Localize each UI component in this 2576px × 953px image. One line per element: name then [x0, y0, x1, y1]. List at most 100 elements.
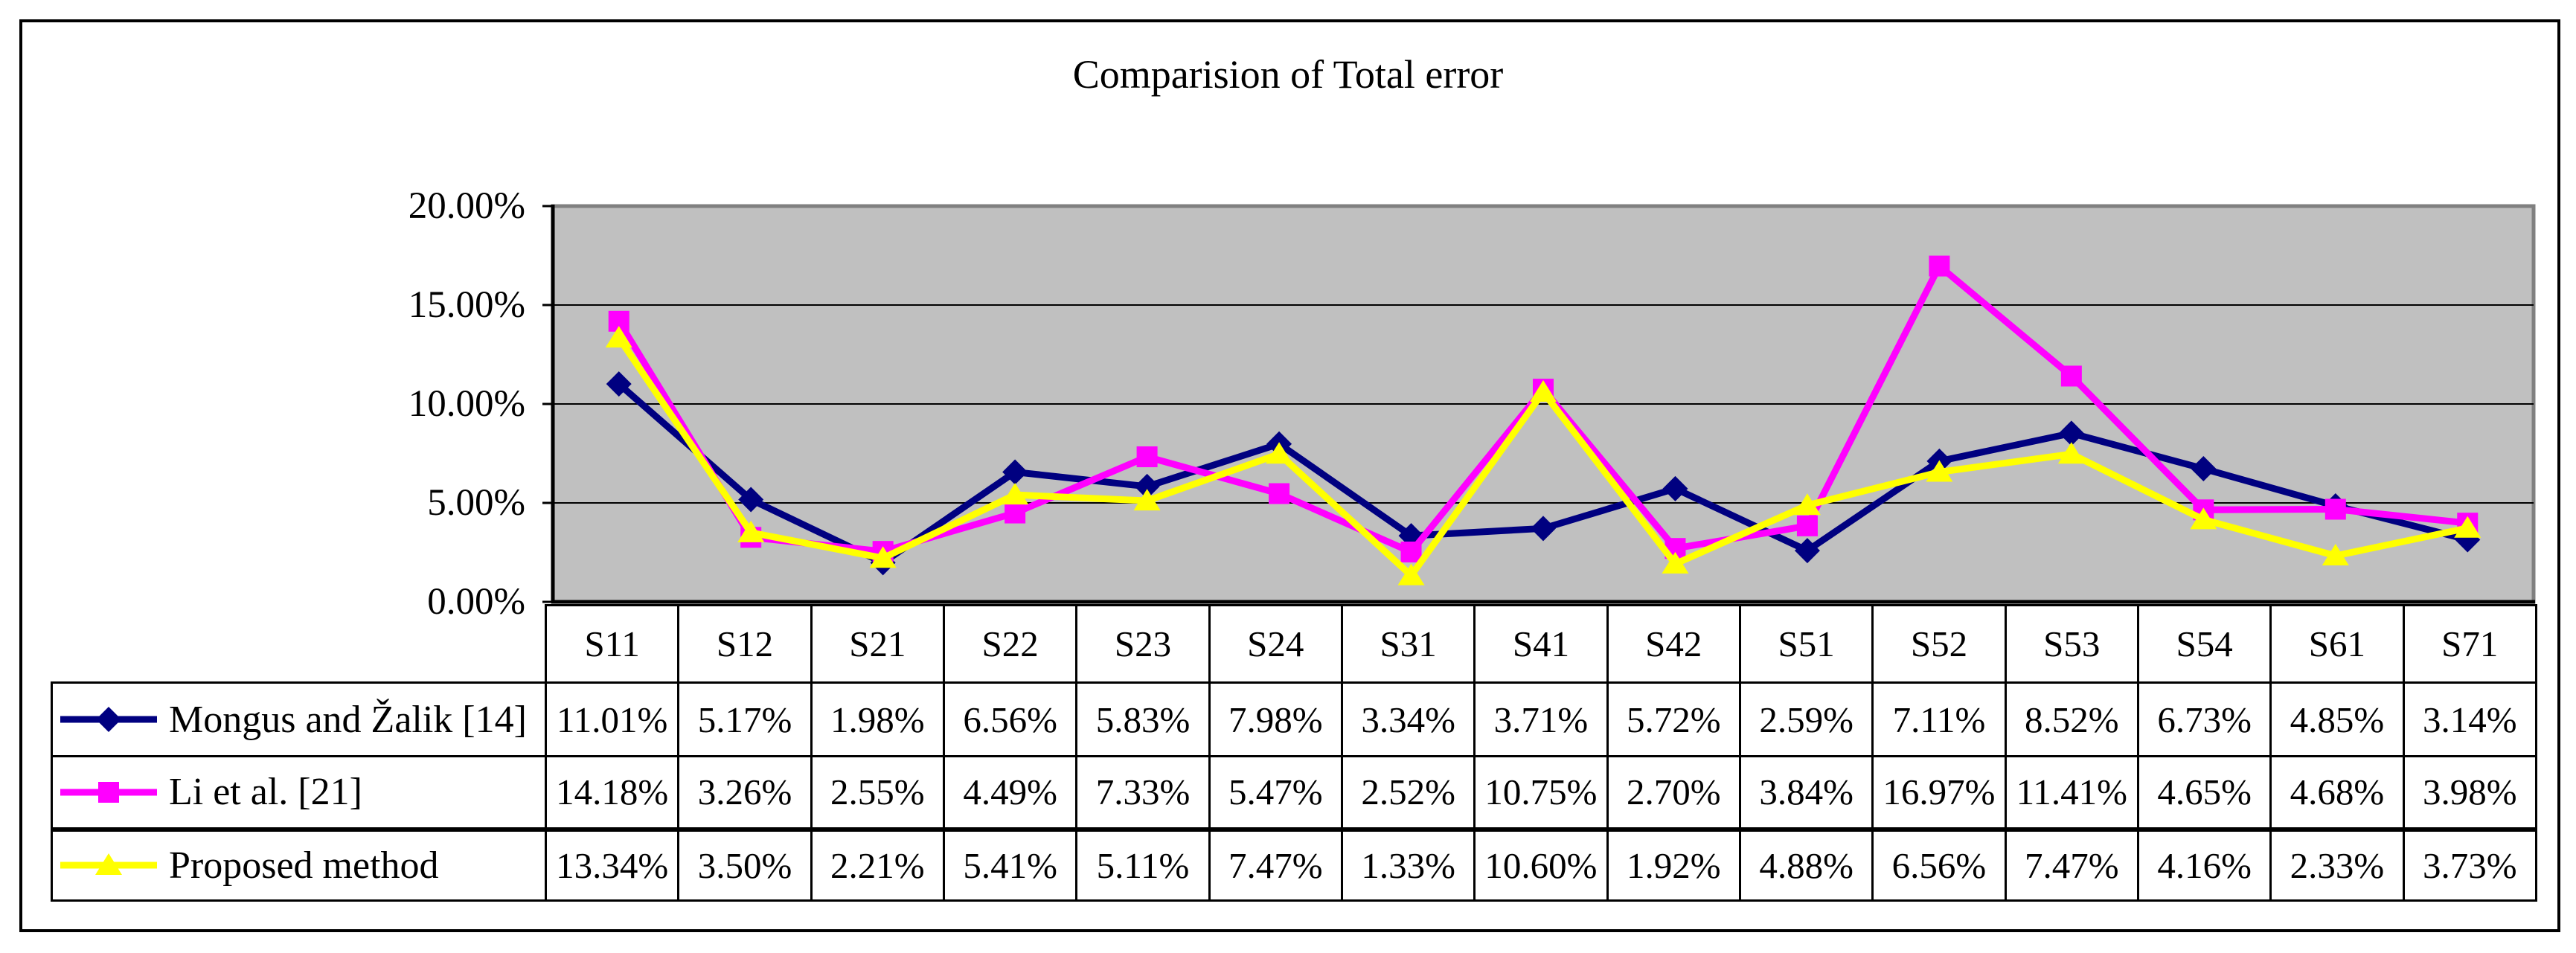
- data-point-mongus-and-alik-14-s51: [1794, 538, 1820, 564]
- category-header-s53: S53: [2004, 604, 2139, 684]
- value-cell-mongus-and-alik-14-s61: 4.85%: [2269, 681, 2405, 757]
- y-axis-tick-label: 20.00%: [408, 185, 525, 227]
- y-axis-tick-label: 0.00%: [427, 581, 525, 623]
- value-cell-mongus-and-alik-14-s23: 5.83%: [1075, 681, 1211, 757]
- legend-marker-shape: [95, 853, 122, 876]
- data-point-proposed-method-s31: [1397, 563, 1425, 585]
- value-cell-li-et-al-21-s54: 4.65%: [2136, 755, 2272, 830]
- category-header-s11: S11: [544, 604, 680, 684]
- category-header-s61: S61: [2269, 604, 2405, 684]
- category-header-s71: S71: [2402, 604, 2537, 684]
- legend-marker-diamond-icon: [60, 707, 157, 732]
- value-cell-mongus-and-alik-14-s52: 7.11%: [1871, 681, 2007, 757]
- value-cell-mongus-and-alik-14-s11: 11.01%: [544, 681, 680, 757]
- data-point-mongus-and-alik-14-s41: [1531, 516, 1556, 542]
- value-cell-proposed-method-s31: 1.33%: [1340, 827, 1476, 902]
- value-cell-li-et-al-21-s51: 3.84%: [1738, 755, 1874, 830]
- value-cell-li-et-al-21-s41: 10.75%: [1473, 755, 1609, 830]
- data-point-li-et-al-21-s61: [2325, 498, 2346, 520]
- value-cell-proposed-method-s54: 4.16%: [2136, 827, 2272, 902]
- data-point-mongus-and-alik-14-s12: [738, 487, 764, 513]
- legend-cell-mongus-and-alik-14: Mongus and Žalik [14]: [51, 681, 547, 757]
- value-cell-proposed-method-s11: 13.34%: [544, 827, 680, 902]
- value-cell-li-et-al-21-s31: 2.52%: [1340, 755, 1476, 830]
- category-header-row: S11 S12 S21 S22 S23 S24 S31 S41 S42 S51 S52 S53 S54 S…: [52, 604, 2537, 684]
- value-cell-mongus-and-alik-14-s31: 3.34%: [1340, 681, 1476, 757]
- value-cell-mongus-and-alik-14-s54: 6.73%: [2136, 681, 2272, 757]
- data-point-proposed-method-s24: [1266, 442, 1293, 464]
- series-name: Mongus and Žalik [14]: [169, 698, 527, 741]
- data-point-li-et-al-21-s23: [1136, 446, 1158, 468]
- data-point-proposed-method-s23: [1133, 489, 1161, 511]
- data-point-mongus-and-alik-14-s42: [1662, 475, 1688, 501]
- data-point-li-et-al-21-s31: [1400, 541, 1422, 562]
- data-point-mongus-and-alik-14-s11: [606, 371, 632, 397]
- value-cell-li-et-al-21-s21: 2.55%: [810, 755, 945, 830]
- value-cell-mongus-and-alik-14-s21: 1.98%: [810, 681, 945, 757]
- legend-marker-triangle-icon: [60, 853, 157, 876]
- value-cell-mongus-and-alik-14-s12: 5.17%: [677, 681, 813, 757]
- data-point-mongus-and-alik-14-s53: [2058, 420, 2084, 446]
- value-cell-mongus-and-alik-14-s51: 2.59%: [1738, 681, 1874, 757]
- value-cell-mongus-and-alik-14-s42: 5.72%: [1606, 681, 1741, 757]
- legend-marker-square-icon: [60, 781, 157, 803]
- category-header-s54: S54: [2136, 604, 2272, 684]
- data-point-proposed-method-s21: [869, 546, 897, 568]
- value-cell-li-et-al-21-s71: 3.98%: [2402, 755, 2537, 830]
- value-cell-li-et-al-21-s61: 4.68%: [2269, 755, 2405, 830]
- value-cell-li-et-al-21-s24: 5.47%: [1208, 755, 1343, 830]
- value-cell-proposed-method-s24: 7.47%: [1208, 827, 1343, 902]
- table-corner-blank: [52, 606, 546, 683]
- value-cell-proposed-method-s51: 4.88%: [1738, 827, 1874, 902]
- data-point-mongus-and-alik-14-s22: [1002, 459, 1028, 485]
- data-point-mongus-and-alik-14-s54: [2191, 455, 2217, 481]
- value-cell-mongus-and-alik-14-s24: 7.98%: [1208, 681, 1343, 757]
- data-point-mongus-and-alik-14-s23: [1134, 473, 1160, 499]
- data-point-proposed-method-s51: [1793, 493, 1821, 516]
- series-name: Proposed method: [169, 844, 439, 887]
- category-header-s12: S12: [677, 604, 813, 684]
- value-cell-proposed-method-s61: 2.33%: [2269, 827, 2405, 902]
- value-cell-li-et-al-21-s22: 4.49%: [942, 755, 1078, 830]
- category-header-s41: S41: [1473, 604, 1609, 684]
- legend-cell-proposed-method: Proposed method: [51, 827, 547, 902]
- value-cell-li-et-al-21-s11: 14.18%: [544, 755, 680, 830]
- data-point-proposed-method-s11: [605, 326, 632, 348]
- data-point-proposed-method-s42: [1662, 551, 1689, 574]
- value-cell-mongus-and-alik-14-s22: 6.56%: [942, 681, 1078, 757]
- data-table: S11 S12 S21 S22 S23 S24 S31 S41 S42 S51 S52 S53 S54 S…: [51, 604, 2537, 902]
- data-point-li-et-al-21-s52: [1929, 255, 1950, 277]
- category-header-s23: S23: [1075, 604, 1211, 684]
- value-cell-proposed-method-s12: 3.50%: [677, 827, 813, 902]
- legend-marker-shape: [96, 707, 121, 732]
- data-point-proposed-method-s71: [2454, 516, 2482, 538]
- data-point-proposed-method-s52: [1926, 460, 1953, 482]
- value-cell-li-et-al-21-s23: 7.33%: [1075, 755, 1211, 830]
- value-cell-mongus-and-alik-14-s71: 3.14%: [2402, 681, 2537, 757]
- chart-title: Comparision of Total error: [1072, 52, 1504, 97]
- data-point-li-et-al-21-s24: [1269, 483, 1290, 504]
- data-point-li-et-al-21-s53: [2060, 365, 2082, 387]
- value-cell-proposed-method-s41: 10.60%: [1473, 827, 1609, 902]
- legend-cell-li-et-al-21: Li et al. [21]: [51, 755, 547, 830]
- data-point-li-et-al-21-s22: [1005, 502, 1026, 524]
- data-point-li-et-al-21-s51: [1796, 515, 1818, 536]
- value-cell-proposed-method-s22: 5.41%: [942, 827, 1078, 902]
- category-header-s22: S22: [942, 604, 1078, 684]
- plot-area: [542, 204, 2536, 604]
- value-cell-proposed-method-s52: 6.56%: [1871, 827, 2007, 902]
- series-name: Li et al. [21]: [169, 771, 362, 814]
- series-row-proposed-method: Proposed method 13.34% 3.50% 2.21% 5.41% 5.11…: [51, 827, 2537, 902]
- data-point-proposed-method-s61: [2322, 544, 2349, 566]
- category-header-s21: S21: [810, 604, 945, 684]
- data-point-proposed-method-s12: [737, 520, 765, 542]
- legend-marker-shape: [98, 781, 119, 803]
- category-header-s24: S24: [1208, 604, 1343, 684]
- y-axis-tick-label: 15.00%: [408, 284, 525, 326]
- value-cell-li-et-al-21-s52: 16.97%: [1871, 755, 2007, 830]
- value-cell-mongus-and-alik-14-s53: 8.52%: [2004, 681, 2139, 757]
- series-row-mongus-and-alik-14: Mongus and Žalik [14] 11.01% 5.17% 1.98% 6.5…: [51, 681, 2537, 757]
- category-header-s31: S31: [1340, 604, 1476, 684]
- value-cell-li-et-al-21-s53: 11.41%: [2004, 755, 2139, 830]
